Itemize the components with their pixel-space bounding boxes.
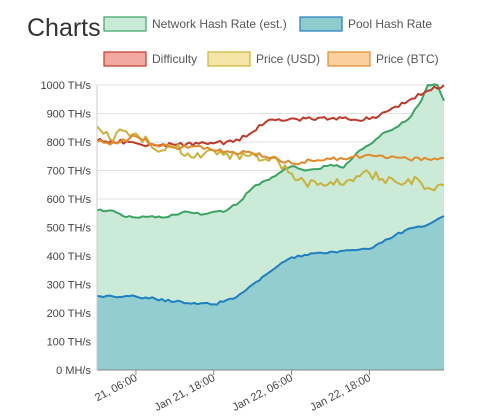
x-tick-label: Jan 22, 06:00 [230,372,295,414]
price-btc-legend-swatch[interactable] [327,51,371,67]
y-tick-label: 700 TH/s [47,166,92,178]
y-tick-label: 800 TH/s [47,137,92,149]
price-usd-legend-label[interactable]: Price (USD) [256,52,320,66]
x-tick-label: 21, 06:00 [93,372,139,404]
y-tick-label: 900 TH/s [47,109,92,121]
y-tick-label: 500 TH/s [47,223,92,235]
chart-legend: Network Hash Rate (est.) Pool Hash Rate Di… [103,16,439,67]
x-tick-label: Jan 21, 18:00 [153,372,218,414]
chart-lines [96,83,445,306]
difficulty-legend-swatch[interactable] [103,51,147,67]
pool-hash-rate-area [97,216,444,370]
price-usd-legend-swatch[interactable] [207,51,251,67]
y-tick-label: 1000 TH/s [40,80,91,92]
pool-hash-rate-line [96,215,445,306]
y-tick-label: 100 TH/s [47,337,92,349]
y-tick-label: 300 TH/s [47,280,92,292]
page-title: Charts [27,14,101,42]
y-tick-label: 600 TH/s [47,194,92,206]
pool-hash-rate-legend-swatch[interactable] [299,16,343,32]
network-hash-rate-est-legend-swatch[interactable] [103,16,147,32]
y-tick-label: 0 MH/s [56,365,91,377]
difficulty-legend-label[interactable]: Difficulty [152,52,197,66]
price-btc-line [96,134,445,166]
price-btc-legend-label[interactable]: Price (BTC) [376,52,439,66]
y-tick-label: 200 TH/s [47,308,92,320]
pool-hash-rate-legend-label[interactable]: Pool Hash Rate [348,17,432,31]
network-hash-rate-est-line [96,83,445,219]
y-tick-label: 400 TH/s [47,251,92,263]
network-hash-rate-est-legend-label[interactable]: Network Hash Rate (est.) [152,17,287,31]
x-tick-label: Jan 22, 18:00 [308,372,373,414]
chart-areas [97,84,444,371]
